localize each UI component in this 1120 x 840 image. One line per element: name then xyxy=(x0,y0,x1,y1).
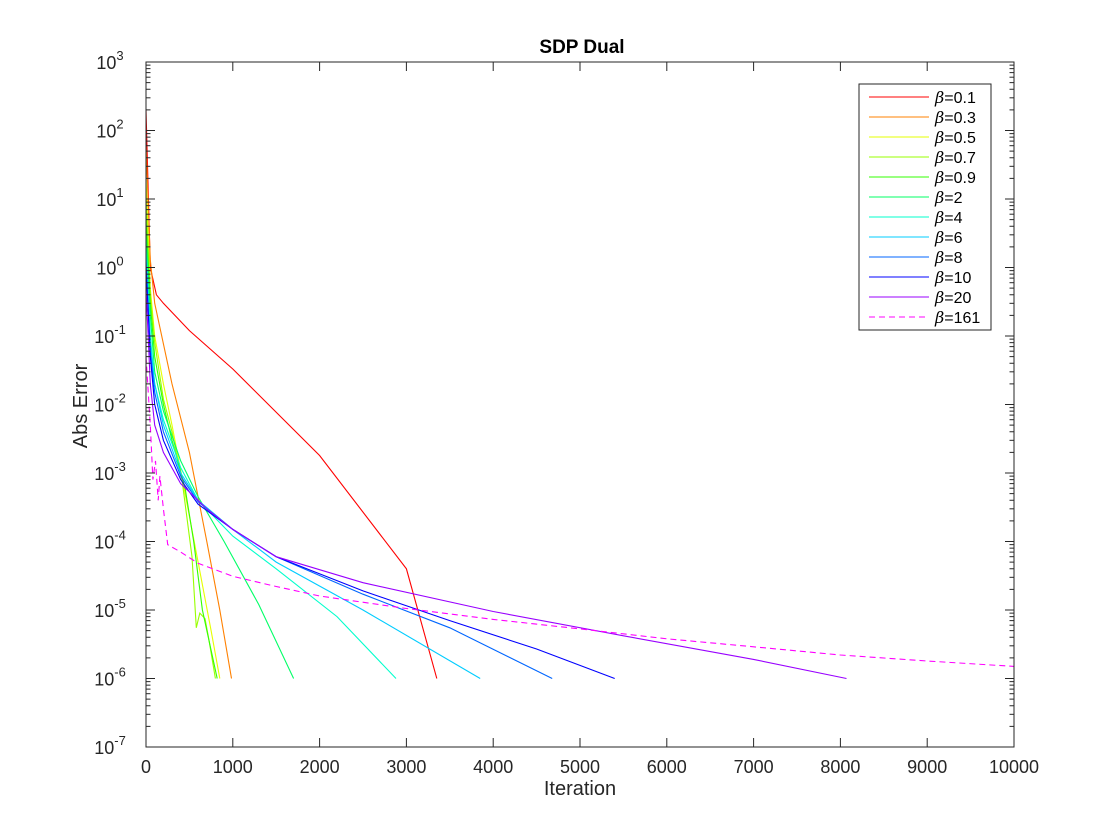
chart-title: SDP Dual xyxy=(539,37,624,58)
legend-label-5: β=2 xyxy=(934,188,963,207)
y-tick-label: 10-2 xyxy=(94,391,126,416)
series-line-3 xyxy=(146,198,216,679)
series-line-4 xyxy=(146,219,218,679)
axes: 0 1000 2000 3000 4000 5000 6000 7000 8000 9000 100… xyxy=(94,48,1039,777)
series-line-9 xyxy=(146,267,615,680)
y-tick-label: 10-6 xyxy=(94,665,126,690)
y-tick-label: 102 xyxy=(96,117,123,142)
y-tick-label: 103 xyxy=(96,48,123,73)
x-tick-label: 4000 xyxy=(473,757,513,777)
x-tick-label: 9000 xyxy=(907,757,947,777)
legend-label-2: β=0.5 xyxy=(934,128,976,147)
legend-label-7: β=6 xyxy=(934,228,963,247)
legend: β=0.1β=0.3β=0.5β=0.7β=0.9β=2β=4β=6β=8β=1… xyxy=(858,83,992,331)
y-tick-label: 10-7 xyxy=(94,733,126,758)
y-tick-label: 10-4 xyxy=(94,528,126,553)
legend-label-9: β=10 xyxy=(934,268,971,287)
x-tick-label: 1000 xyxy=(213,757,253,777)
series-line-11 xyxy=(146,356,1014,667)
series-line-7 xyxy=(146,255,481,679)
x-tick-label: 5000 xyxy=(560,757,600,777)
legend-label-10: β=20 xyxy=(934,288,971,307)
series-line-1 xyxy=(146,145,233,679)
series-line-8 xyxy=(146,262,553,679)
x-tick-label: 8000 xyxy=(820,757,860,777)
legend-label-8: β=8 xyxy=(934,248,963,267)
series-line-6 xyxy=(146,246,397,679)
plot-area xyxy=(146,109,1014,680)
x-tick-label: 3000 xyxy=(386,757,426,777)
series-line-2 xyxy=(146,178,221,679)
series-line-0 xyxy=(146,109,438,679)
legend-label-1: β=0.3 xyxy=(934,108,976,127)
y-tick-label: 100 xyxy=(96,254,123,279)
series-line-10 xyxy=(146,288,847,680)
series-line-5 xyxy=(146,234,295,679)
x-tick-label: 10000 xyxy=(989,757,1039,777)
y-tick-label: 10-3 xyxy=(94,459,126,484)
x-axis-label: Iteration xyxy=(544,778,616,800)
y-tick-label: 101 xyxy=(96,185,123,210)
x-tick-label: 0 xyxy=(141,757,151,777)
legend-label-4: β=0.9 xyxy=(934,168,976,187)
y-tick-label: 10-5 xyxy=(94,596,126,621)
legend-label-3: β=0.7 xyxy=(934,148,976,167)
x-tick-label: 7000 xyxy=(734,757,774,777)
x-tick-label: 2000 xyxy=(300,757,340,777)
y-tick-label: 10-1 xyxy=(94,322,126,347)
legend-label-6: β=4 xyxy=(934,208,963,227)
legend-label-11: β=161 xyxy=(934,308,980,327)
x-tick-label: 6000 xyxy=(647,757,687,777)
legend-label-0: β=0.1 xyxy=(934,88,976,107)
legend-box xyxy=(858,83,992,331)
y-axis-label: Abs Error xyxy=(70,363,92,448)
